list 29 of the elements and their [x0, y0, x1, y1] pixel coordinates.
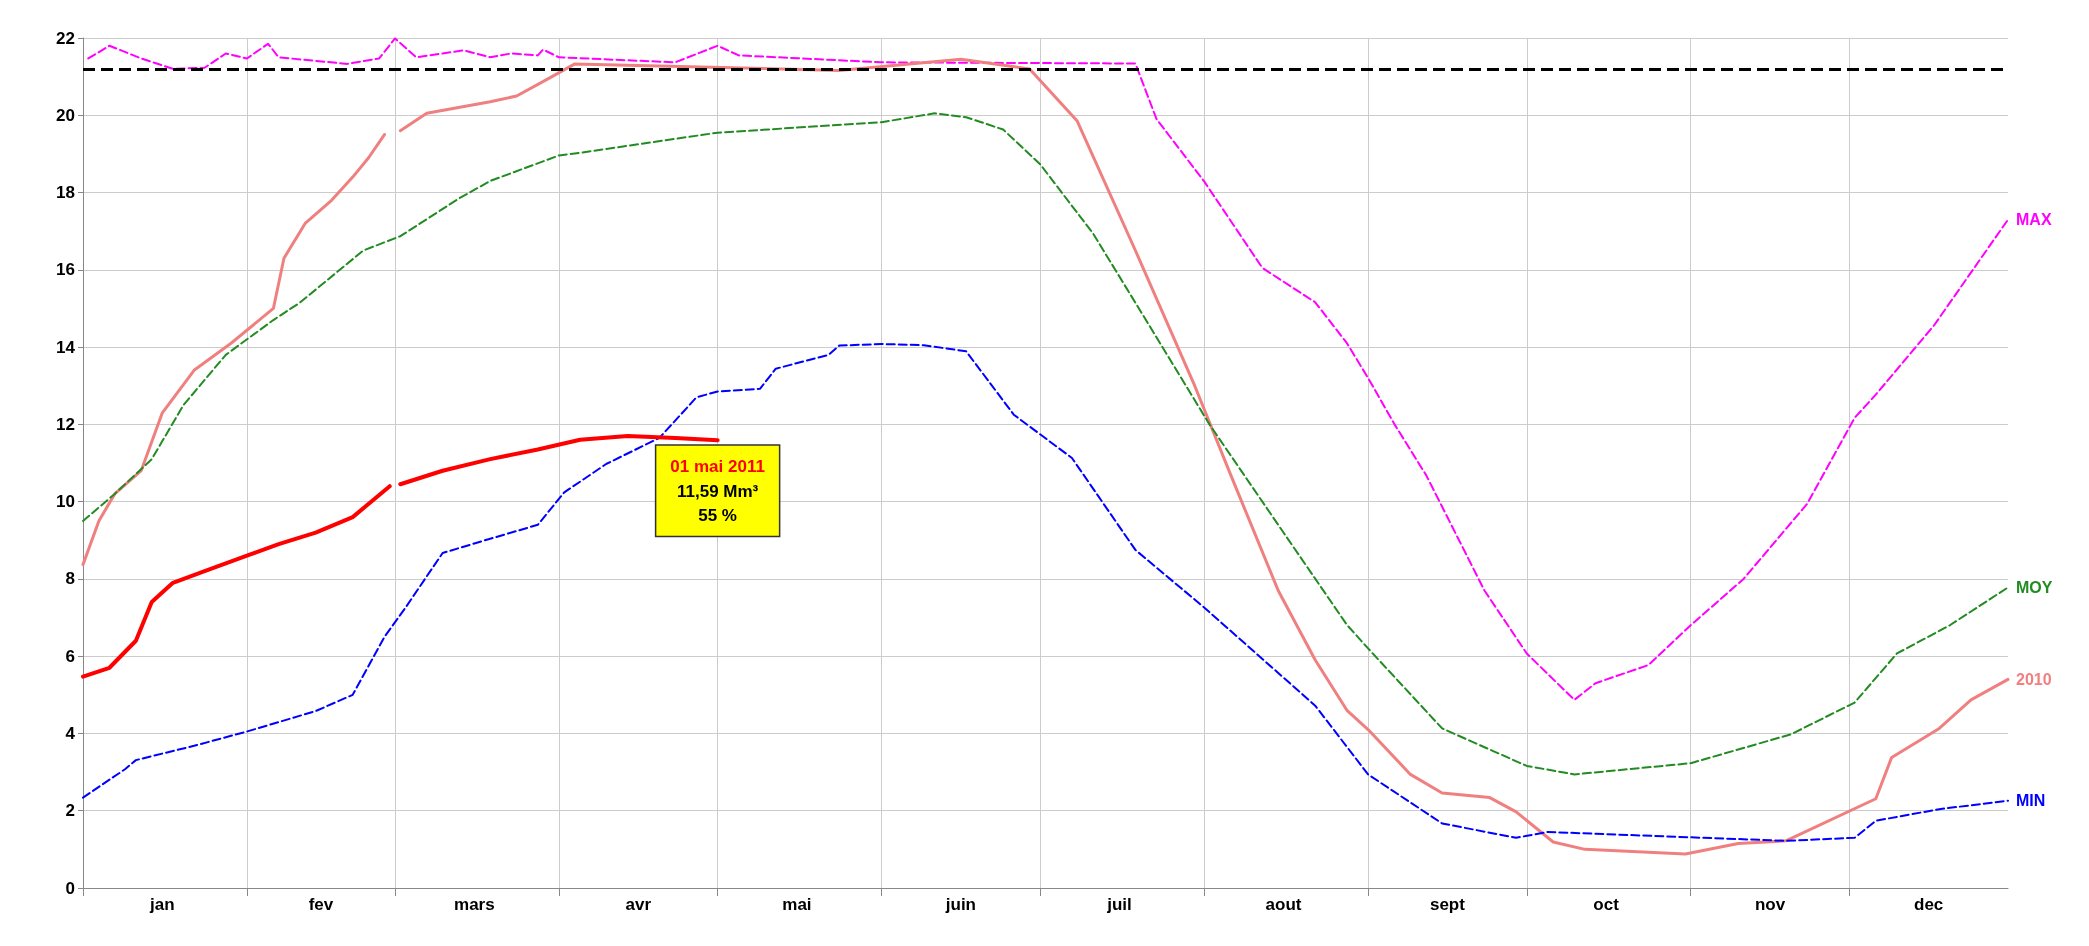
x-tick-label: sept — [1429, 895, 1466, 914]
x-tick-label: fev — [308, 895, 334, 914]
y-tick-label: 10 — [56, 492, 75, 512]
x-tick-label: nov — [1754, 895, 1786, 914]
x-tick-label: mai — [782, 895, 812, 914]
x-tick-label: jan — [149, 895, 175, 914]
y-tick-label: 4 — [65, 723, 76, 743]
y-tick-label: 16 — [56, 260, 75, 280]
y-tick-label: 22 — [56, 28, 75, 48]
x-tick-label: oct — [1593, 895, 1620, 914]
x-tick-label: avr — [625, 895, 652, 914]
x-tick-label: juin — [944, 895, 976, 914]
x-tick-label: dec — [1914, 895, 1944, 914]
x-tick-label: juil — [1106, 895, 1132, 914]
series-label: 2010 — [2016, 670, 2052, 688]
y-tick-label: 8 — [65, 569, 75, 589]
x-tick-label: aout — [1265, 895, 1302, 914]
series-label: MOY — [2016, 578, 2053, 596]
y-tick-label: 20 — [56, 105, 75, 125]
y-tick-label: 2 — [65, 801, 75, 821]
annotation: 01 mai 2011 11,59 Mm³ 55 % — [670, 457, 765, 526]
x-tick-label: mars — [454, 895, 495, 914]
y-tick-label: 18 — [56, 183, 75, 203]
y-tick-label: 14 — [56, 337, 76, 357]
series-label: MIN — [2016, 792, 2046, 810]
y-tick-label: 6 — [65, 646, 75, 666]
series-label: MAX — [2016, 211, 2052, 229]
y-tick-label: 0 — [65, 878, 75, 898]
y-tick-label: 12 — [56, 414, 75, 434]
